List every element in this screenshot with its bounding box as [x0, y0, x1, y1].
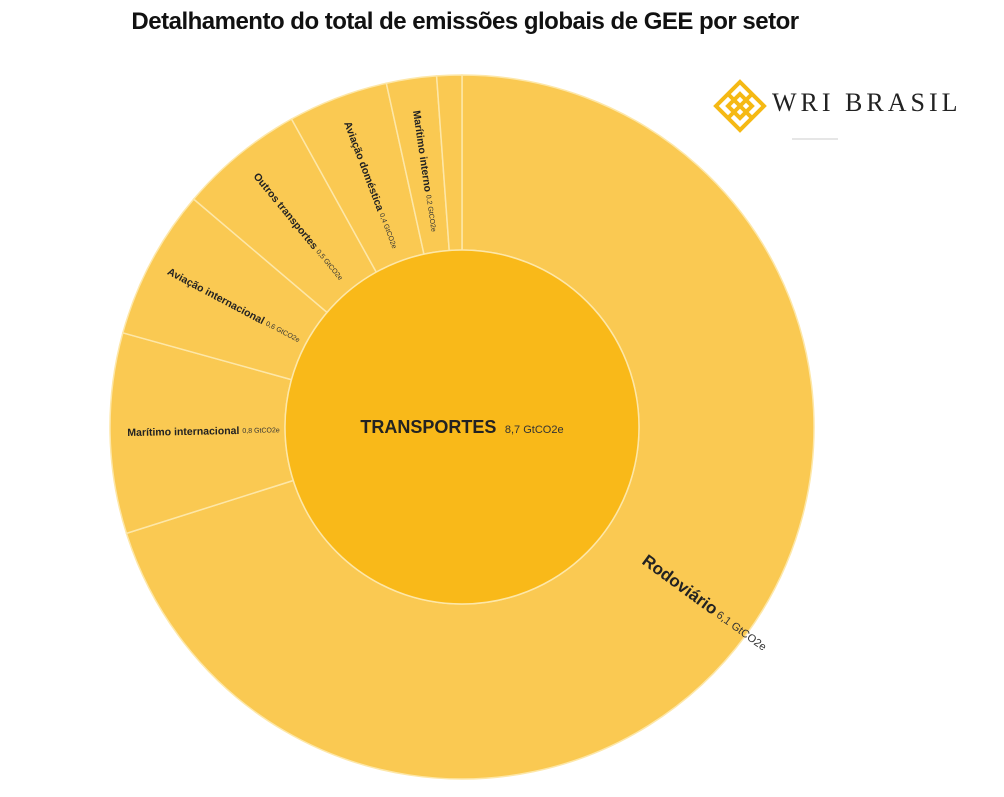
center-disc: [284, 249, 640, 605]
outer-ring: [109, 74, 815, 780]
wri-logo: WRI BRASIL: [712, 72, 982, 142]
label-maritimo-internacional: Marítimo internacional 0,8 GtCO2e: [127, 424, 280, 439]
center-value: 8,7 GtCO2e: [505, 424, 564, 436]
label-name-maritimo-internacional: Marítimo internacional: [127, 425, 239, 439]
center-name: TRANSPORTES: [360, 417, 496, 437]
label-value-maritimo-internacional: 0,8 GtCO2e: [242, 427, 280, 435]
center-label: TRANSPORTES 8,7 GtCO2e: [360, 417, 563, 437]
wri-diamond-lattice-icon: [713, 79, 767, 133]
logo-divider: [792, 138, 838, 140]
chart-title: Detalhamento do total de emissões globai…: [131, 8, 799, 35]
logo-text: WRI BRASIL: [772, 88, 962, 117]
